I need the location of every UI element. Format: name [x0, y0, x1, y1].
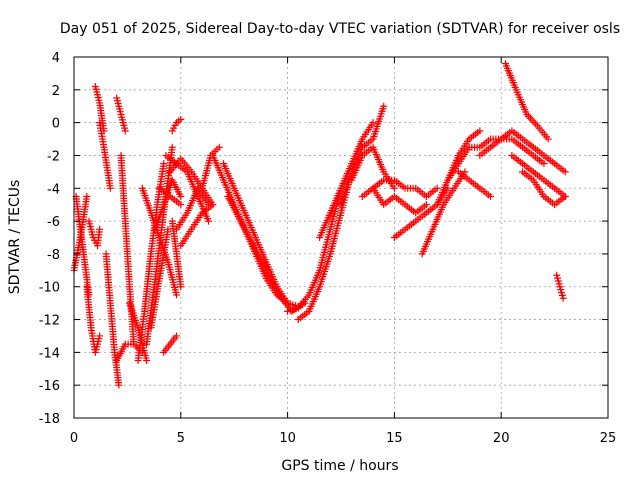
data-point — [160, 160, 168, 168]
series-arc-24 — [177, 201, 217, 250]
y-tick-label: -8 — [47, 248, 60, 263]
series-arc-44 — [519, 168, 569, 209]
series-arc-33 — [348, 143, 398, 192]
series-arc-18 — [155, 184, 185, 209]
data-point — [380, 102, 388, 110]
y-axis-title: SDTVAR / TECUs — [7, 180, 23, 295]
series-arc-10 — [113, 340, 146, 365]
data-point — [369, 119, 377, 127]
series-arc-35 — [369, 184, 430, 217]
x-tick-label: 20 — [493, 431, 510, 446]
data-point — [433, 184, 441, 192]
data-point — [544, 135, 552, 143]
y-tick-label: 2 — [52, 84, 60, 99]
data-points — [70, 60, 569, 389]
data-point — [205, 217, 213, 225]
series-arc-42 — [497, 127, 569, 176]
data-point — [177, 115, 185, 123]
series-arc-25 — [198, 143, 223, 192]
series-arc-04 — [85, 217, 104, 250]
chart-title: Day 051 of 2025, Sidereal Day-to-day VTE… — [60, 21, 620, 37]
series-arc-07 — [102, 250, 123, 389]
data-point — [168, 143, 176, 151]
series-arc-39 — [444, 135, 505, 184]
series-arc-29 — [284, 184, 345, 315]
data-point — [115, 381, 123, 389]
series-arc-08 — [113, 94, 129, 135]
y-tick-label: 0 — [52, 117, 60, 132]
series-arc-06 — [96, 119, 114, 192]
data-point — [177, 283, 185, 291]
series-arc-17 — [160, 332, 181, 356]
data-point — [487, 192, 495, 200]
data-point — [177, 201, 185, 209]
data-point — [390, 184, 398, 192]
data-point — [559, 294, 567, 302]
y-tick-label: -4 — [47, 182, 60, 197]
series-arc-31 — [316, 119, 377, 241]
series-arc-41 — [476, 135, 548, 168]
y-tick-label: -2 — [47, 149, 60, 164]
y-tick-label: -10 — [39, 281, 60, 296]
series-arc-34 — [358, 176, 441, 200]
data-point — [209, 201, 217, 209]
data-point — [164, 225, 172, 233]
data-point — [476, 127, 484, 135]
y-tick-label: -16 — [39, 379, 60, 394]
data-point — [422, 201, 430, 209]
y-tick-label: -18 — [39, 412, 60, 427]
y-tick-label: -14 — [39, 346, 60, 361]
y-tick-label: 4 — [52, 51, 60, 66]
y-tick-label: -12 — [39, 314, 60, 329]
x-tick-label: 0 — [70, 431, 78, 446]
series-arc-19 — [168, 217, 185, 291]
data-point — [96, 332, 104, 340]
axis-ticks — [73, 56, 609, 419]
data-point — [106, 184, 114, 192]
series-arc-16 — [138, 184, 181, 299]
data-point — [96, 225, 104, 233]
series-arc-03 — [83, 283, 104, 356]
data-point — [561, 192, 569, 200]
x-tick-label: 15 — [386, 431, 403, 446]
series-arc-20 — [168, 115, 185, 135]
data-point — [177, 192, 185, 200]
x-tick-label: 5 — [177, 431, 185, 446]
data-point — [173, 291, 181, 299]
series-arc-32 — [337, 102, 388, 209]
data-point — [561, 168, 569, 176]
y-tick-label: -6 — [47, 215, 60, 230]
series-arc-46 — [553, 271, 567, 302]
x-axis-title: GPS time / hours — [281, 458, 398, 474]
data-point — [173, 332, 181, 340]
data-point — [121, 127, 129, 135]
plot-frame — [73, 56, 609, 419]
series-arc-40 — [454, 168, 495, 200]
data-point — [83, 192, 91, 200]
data-point — [540, 160, 548, 168]
x-tick-label: 10 — [279, 431, 296, 446]
series-arc-37 — [418, 168, 469, 258]
series-arc-45 — [501, 60, 552, 143]
data-point — [215, 143, 223, 151]
x-tick-label: 25 — [600, 431, 617, 446]
data-point — [143, 357, 151, 365]
